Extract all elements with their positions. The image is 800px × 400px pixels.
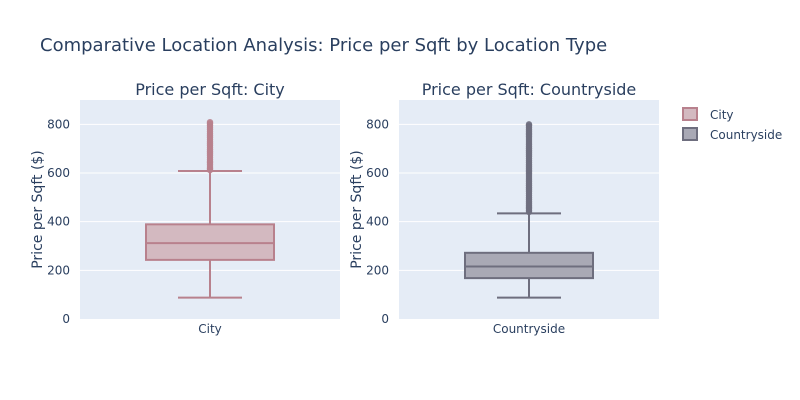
y-axis-label: Price per Sqft ($) — [349, 150, 365, 269]
legend: City Countryside — [682, 107, 782, 142]
x-tick-label: Countryside — [493, 322, 565, 336]
y-tick-label: 800 — [366, 117, 389, 131]
box-countryside — [464, 121, 594, 299]
y-tick-label: 600 — [366, 166, 389, 180]
x-tick-label: City — [198, 322, 222, 336]
legend-item-city: City — [682, 107, 734, 122]
subplot-city: 0 200 400 600 800 Price per Sqft: City Price p… — [30, 80, 340, 336]
y-tick-label: 200 — [366, 263, 389, 277]
box-city — [145, 118, 275, 299]
y-tick-label: 0 — [381, 312, 389, 326]
y-tick-label: 800 — [47, 117, 70, 131]
chart-title: Comparative Location Analysis: Price per… — [40, 35, 607, 56]
subplot-title: Price per Sqft: Countryside — [422, 80, 637, 99]
legend-item-countryside: Countryside — [682, 127, 782, 142]
subplot-panels: 0 200 400 600 800 Price per Sqft: City Price p… — [30, 80, 659, 336]
y-tick-label: 600 — [47, 166, 70, 180]
outlier-point — [206, 118, 214, 126]
y-tick-label: 200 — [47, 263, 70, 277]
y-tick-label: 0 — [62, 312, 70, 326]
legend-label: Countryside — [710, 128, 782, 142]
outliers — [206, 118, 214, 174]
legend-label: City — [710, 108, 734, 122]
outliers — [525, 121, 533, 216]
y-tick-label: 400 — [366, 215, 389, 229]
subplot-countryside: 0 200 400 600 800 Price per Sqft: Countryside… — [349, 80, 659, 336]
subplot-title: Price per Sqft: City — [135, 80, 285, 99]
y-tick-label: 400 — [47, 215, 70, 229]
legend-swatch — [682, 127, 698, 141]
y-axis-label: Price per Sqft ($) — [30, 150, 46, 269]
legend-swatch — [682, 107, 698, 121]
outlier-point — [525, 121, 533, 128]
